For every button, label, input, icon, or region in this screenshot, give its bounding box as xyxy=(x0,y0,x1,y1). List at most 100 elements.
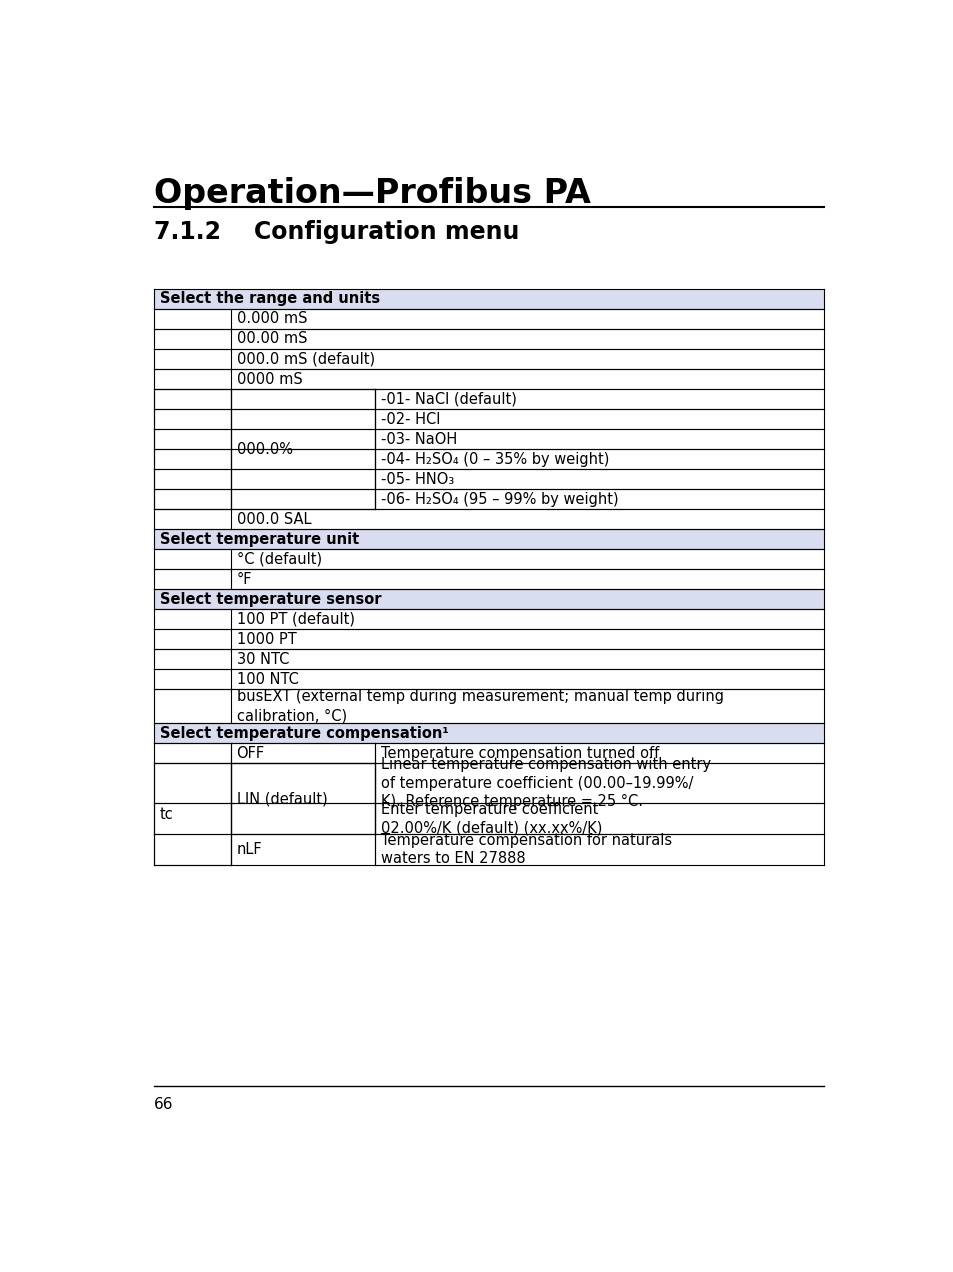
Bar xyxy=(375,763,822,804)
Bar xyxy=(154,609,231,630)
Bar xyxy=(231,509,375,529)
Bar xyxy=(231,630,375,649)
Text: °C (default): °C (default) xyxy=(236,552,321,567)
Bar xyxy=(154,689,231,724)
Bar xyxy=(231,389,375,509)
Bar xyxy=(154,309,231,329)
Bar xyxy=(375,689,822,724)
Bar xyxy=(375,349,822,369)
Bar xyxy=(375,630,822,649)
Bar xyxy=(375,469,822,490)
Bar xyxy=(231,369,375,389)
Bar xyxy=(154,389,231,509)
Text: 7.1.2    Configuration menu: 7.1.2 Configuration menu xyxy=(154,220,519,244)
Text: Select temperature sensor: Select temperature sensor xyxy=(159,591,380,607)
Bar xyxy=(231,429,375,449)
Bar xyxy=(231,669,375,689)
Bar xyxy=(231,410,375,429)
Bar xyxy=(231,763,375,834)
Bar xyxy=(154,834,231,865)
Text: OFF: OFF xyxy=(236,745,264,761)
Text: -06- H₂SO₄ (95 – 99% by weight): -06- H₂SO₄ (95 – 99% by weight) xyxy=(380,492,618,506)
Text: -05- HNO₃: -05- HNO₃ xyxy=(380,472,454,487)
Bar xyxy=(375,609,822,630)
Bar xyxy=(375,569,822,589)
Bar xyxy=(231,309,375,329)
Bar xyxy=(154,743,231,763)
Text: 000.0%: 000.0% xyxy=(236,441,293,457)
Text: °F: °F xyxy=(236,571,252,586)
Bar xyxy=(154,569,231,589)
Bar xyxy=(231,763,375,804)
Bar xyxy=(231,329,375,349)
Text: Temperature compensation turned off: Temperature compensation turned off xyxy=(380,745,659,761)
Bar xyxy=(375,649,822,669)
Text: -01- NaCl (default): -01- NaCl (default) xyxy=(380,392,516,407)
Text: nLF: nLF xyxy=(236,842,262,857)
Bar xyxy=(154,763,231,804)
Text: 100 PT (default): 100 PT (default) xyxy=(236,612,355,627)
Text: 30 NTC: 30 NTC xyxy=(236,651,289,667)
Bar xyxy=(154,289,822,309)
Bar xyxy=(231,389,375,410)
Bar xyxy=(231,469,375,490)
Bar xyxy=(154,349,231,369)
Text: 000.0 mS (default): 000.0 mS (default) xyxy=(236,351,375,366)
Bar xyxy=(231,804,375,834)
Text: -03- NaOH: -03- NaOH xyxy=(380,431,456,446)
Bar xyxy=(231,689,375,724)
Bar xyxy=(154,369,231,389)
Text: Enter temperature coefficient
02.00%/K (default) (xx.xx%/K): Enter temperature coefficient 02.00%/K (… xyxy=(380,801,601,836)
Bar xyxy=(375,490,822,509)
Text: busEXT (external temp during measurement; manual temp during
calibration, °C): busEXT (external temp during measurement… xyxy=(236,689,722,722)
Bar xyxy=(231,449,375,469)
Text: tc: tc xyxy=(159,806,173,822)
Bar xyxy=(375,743,822,763)
Bar xyxy=(154,410,231,429)
Text: Linear temperature compensation with entry
of temperature coefficient (00.00–19.: Linear temperature compensation with ent… xyxy=(380,757,710,809)
Bar xyxy=(231,569,375,589)
Bar xyxy=(375,329,822,349)
Bar xyxy=(375,369,822,389)
Bar xyxy=(154,763,231,865)
Bar xyxy=(154,649,231,669)
Bar xyxy=(231,609,375,630)
Bar xyxy=(375,834,822,865)
Text: 0.000 mS: 0.000 mS xyxy=(236,312,307,327)
Bar xyxy=(375,309,822,329)
Bar xyxy=(154,589,822,609)
Bar xyxy=(154,550,231,569)
Bar xyxy=(375,550,822,569)
Bar xyxy=(154,429,231,449)
Text: Select temperature compensation¹: Select temperature compensation¹ xyxy=(159,726,448,740)
Text: -04- H₂SO₄ (0 – 35% by weight): -04- H₂SO₄ (0 – 35% by weight) xyxy=(380,452,608,467)
Bar xyxy=(154,490,231,509)
Text: 66: 66 xyxy=(154,1096,173,1112)
Bar xyxy=(154,724,822,743)
Text: LIN (default): LIN (default) xyxy=(236,791,327,806)
Bar xyxy=(154,469,231,490)
Text: Temperature compensation for naturals
waters to EN 27888: Temperature compensation for naturals wa… xyxy=(380,833,671,866)
Bar xyxy=(231,649,375,669)
Bar xyxy=(375,509,822,529)
Bar xyxy=(154,630,231,649)
Bar xyxy=(154,329,231,349)
Bar xyxy=(154,449,231,469)
Bar xyxy=(154,389,231,410)
Bar xyxy=(231,550,375,569)
Text: 1000 PT: 1000 PT xyxy=(236,632,296,646)
Bar xyxy=(154,529,822,550)
Text: -02- HCl: -02- HCl xyxy=(380,412,439,426)
Bar xyxy=(154,804,231,834)
Bar xyxy=(375,804,822,834)
Bar xyxy=(154,669,231,689)
Text: Operation—Profibus PA: Operation—Profibus PA xyxy=(154,177,590,210)
Bar xyxy=(231,834,375,865)
Bar xyxy=(154,509,231,529)
Text: Select the range and units: Select the range and units xyxy=(159,291,379,307)
Text: 100 NTC: 100 NTC xyxy=(236,672,298,687)
Bar xyxy=(375,449,822,469)
Text: 00.00 mS: 00.00 mS xyxy=(236,332,307,346)
Bar xyxy=(375,669,822,689)
Bar xyxy=(375,389,822,410)
